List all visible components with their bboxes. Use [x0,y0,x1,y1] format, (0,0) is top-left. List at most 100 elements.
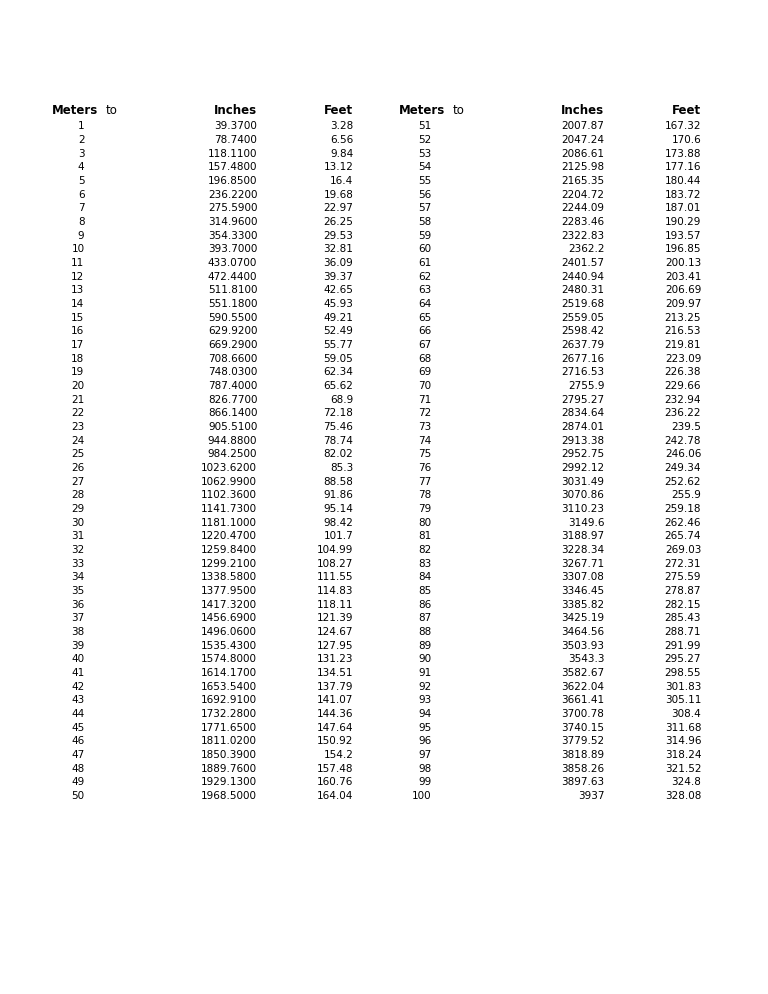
Text: 17: 17 [71,340,84,350]
Text: 5: 5 [78,176,84,186]
Text: 311.68: 311.68 [664,723,701,733]
Text: 9: 9 [78,231,84,241]
Text: 39.37: 39.37 [323,271,353,281]
Text: 88: 88 [419,627,432,637]
Text: 905.5100: 905.5100 [208,421,257,432]
Text: 26.25: 26.25 [323,217,353,227]
Text: 2047.24: 2047.24 [561,135,604,145]
Text: 68: 68 [419,354,432,364]
Text: 7: 7 [78,203,84,214]
Text: 39.3700: 39.3700 [214,121,257,131]
Text: 2519.68: 2519.68 [561,299,604,309]
Text: 288.71: 288.71 [664,627,701,637]
Text: 2834.64: 2834.64 [561,409,604,418]
Text: 213.25: 213.25 [664,312,701,323]
Text: 64: 64 [419,299,432,309]
Text: 54: 54 [419,162,432,172]
Text: 72: 72 [419,409,432,418]
Text: 3661.41: 3661.41 [561,696,604,706]
Text: 472.4400: 472.4400 [208,271,257,281]
Text: 32.81: 32.81 [323,245,353,254]
Text: 305.11: 305.11 [665,696,701,706]
Text: 1102.3600: 1102.3600 [201,490,257,500]
Text: 223.09: 223.09 [665,354,701,364]
Text: 35: 35 [71,585,84,596]
Text: 75.46: 75.46 [323,421,353,432]
Text: 551.1800: 551.1800 [208,299,257,309]
Text: 59.05: 59.05 [323,354,353,364]
Text: 295.27: 295.27 [664,654,701,664]
Text: 183.72: 183.72 [664,190,701,200]
Text: 2874.01: 2874.01 [561,421,604,432]
Text: 1377.9500: 1377.9500 [201,585,257,596]
Text: 22: 22 [71,409,84,418]
Text: 104.99: 104.99 [317,545,353,555]
Text: 1811.0200: 1811.0200 [201,737,257,746]
Text: 91.86: 91.86 [323,490,353,500]
Text: 3228.34: 3228.34 [561,545,604,555]
Text: 26: 26 [71,463,84,473]
Text: 9.84: 9.84 [330,148,353,159]
Text: 3: 3 [78,148,84,159]
Text: Feet: Feet [672,104,701,117]
Text: 196.8500: 196.8500 [208,176,257,186]
Text: 82.02: 82.02 [323,449,353,459]
Text: Meters: Meters [52,104,98,117]
Text: 86: 86 [419,599,432,609]
Text: 41: 41 [71,668,84,678]
Text: 2677.16: 2677.16 [561,354,604,364]
Text: 328.08: 328.08 [665,791,701,801]
Text: 13: 13 [71,285,84,295]
Text: 187.01: 187.01 [665,203,701,214]
Text: 242.78: 242.78 [664,435,701,445]
Text: 19.68: 19.68 [323,190,353,200]
Text: 56: 56 [419,190,432,200]
Text: 71: 71 [419,395,432,405]
Text: 200.13: 200.13 [665,258,701,268]
Text: 52.49: 52.49 [323,326,353,336]
Text: 11: 11 [71,258,84,268]
Text: 3188.97: 3188.97 [561,531,604,542]
Text: 1614.1700: 1614.1700 [201,668,257,678]
Text: 10: 10 [71,245,84,254]
Text: 111.55: 111.55 [316,573,353,582]
Text: 216.53: 216.53 [664,326,701,336]
Text: 314.96: 314.96 [664,737,701,746]
Text: 2362.2: 2362.2 [568,245,604,254]
Text: 944.8800: 944.8800 [208,435,257,445]
Text: 61: 61 [419,258,432,268]
Text: 2401.57: 2401.57 [561,258,604,268]
Text: 81: 81 [419,531,432,542]
Text: 1732.2800: 1732.2800 [201,709,257,719]
Text: 96: 96 [419,737,432,746]
Text: 74: 74 [419,435,432,445]
Text: 90: 90 [419,654,432,664]
Text: 36.09: 36.09 [323,258,353,268]
Text: 2716.53: 2716.53 [561,367,604,378]
Text: 75: 75 [419,449,432,459]
Text: 24: 24 [71,435,84,445]
Text: 47: 47 [71,749,84,760]
Text: 787.4000: 787.4000 [208,381,257,391]
Text: 3818.89: 3818.89 [561,749,604,760]
Text: 291.99: 291.99 [664,640,701,651]
Text: 97: 97 [419,749,432,760]
Text: 157.48: 157.48 [316,763,353,773]
Text: 58: 58 [419,217,432,227]
Text: 511.8100: 511.8100 [208,285,257,295]
Text: 14: 14 [71,299,84,309]
Text: 95.14: 95.14 [323,504,353,514]
Text: 85.3: 85.3 [330,463,353,473]
Text: 43: 43 [71,696,84,706]
Text: 98: 98 [419,763,432,773]
Text: 2440.94: 2440.94 [561,271,604,281]
Text: 2283.46: 2283.46 [561,217,604,227]
Text: 2913.38: 2913.38 [561,435,604,445]
Text: 433.0700: 433.0700 [208,258,257,268]
Text: 65.62: 65.62 [323,381,353,391]
Text: 3149.6: 3149.6 [568,518,604,528]
Text: 1259.8400: 1259.8400 [201,545,257,555]
Text: 18: 18 [71,354,84,364]
Text: 6: 6 [78,190,84,200]
Text: 95: 95 [419,723,432,733]
